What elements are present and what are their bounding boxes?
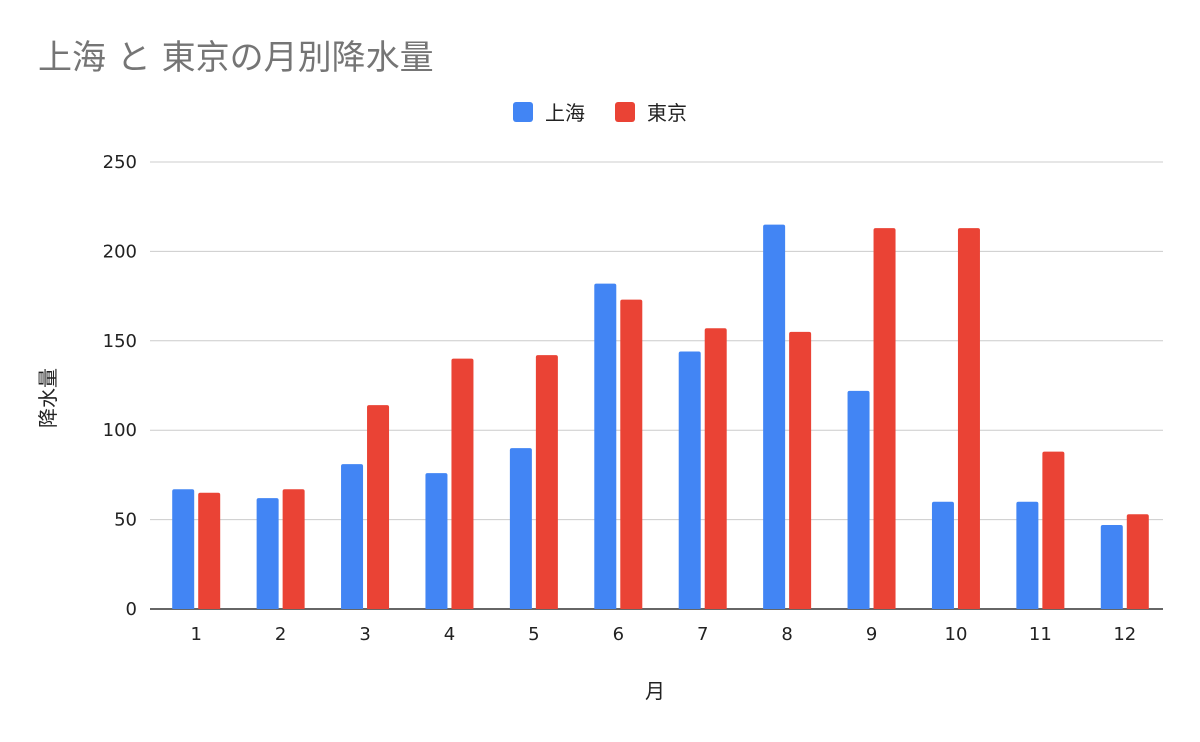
bar-tokyo-12[interactable]	[1126, 514, 1149, 609]
y-tick-label: 100	[103, 420, 137, 441]
x-tick-label: 11	[1029, 624, 1052, 645]
x-tick-label: 7	[697, 624, 708, 645]
y-tick-label: 50	[114, 510, 137, 531]
gridlines	[150, 161, 1163, 610]
bar-shanghai-12[interactable]	[1100, 524, 1123, 609]
bar-tokyo-8[interactable]	[789, 331, 812, 609]
bar-shanghai-5[interactable]	[509, 448, 532, 609]
bars	[172, 224, 1149, 609]
bar-shanghai-6[interactable]	[594, 283, 617, 609]
x-axis-title: 月	[645, 679, 665, 703]
x-tick-label: 12	[1113, 624, 1136, 645]
bar-tokyo-11[interactable]	[1042, 451, 1065, 609]
x-tick-label: 1	[190, 624, 201, 645]
legend-label-tokyo: 東京	[647, 101, 687, 125]
bar-shanghai-8[interactable]	[763, 224, 786, 609]
bar-tokyo-5[interactable]	[535, 355, 558, 609]
x-tick-label: 2	[275, 624, 286, 645]
bar-tokyo-7[interactable]	[704, 328, 727, 609]
legend-swatch-shanghai	[513, 101, 533, 122]
bar-shanghai-7[interactable]	[678, 351, 701, 609]
x-tick-label: 6	[613, 624, 624, 645]
x-tick-label: 4	[444, 624, 455, 645]
bar-shanghai-10[interactable]	[931, 501, 954, 609]
legend-label-shanghai: 上海	[545, 101, 585, 125]
bar-tokyo-1[interactable]	[198, 492, 221, 609]
x-tick-labels: 1 2 3 4 5 6 7 8 9 10 11 12	[190, 624, 1136, 645]
bar-shanghai-4[interactable]	[425, 473, 448, 609]
y-tick-labels: 0 50 100 150 200 250	[103, 152, 137, 620]
bar-tokyo-6[interactable]	[620, 299, 643, 609]
legend-item-tokyo[interactable]: 東京	[615, 97, 687, 126]
bar-shanghai-9[interactable]	[847, 390, 870, 609]
legend-swatch-tokyo	[615, 101, 635, 122]
bar-tokyo-4[interactable]	[451, 358, 474, 609]
x-tick-label: 3	[359, 624, 370, 645]
y-tick-label: 150	[103, 331, 137, 352]
x-tick-label: 10	[945, 624, 968, 645]
y-tick-label: 0	[126, 599, 137, 620]
y-tick-label: 200	[103, 241, 137, 262]
legend: 上海 東京	[0, 97, 1200, 126]
bar-shanghai-2[interactable]	[256, 498, 279, 609]
bar-shanghai-1[interactable]	[172, 489, 195, 609]
bar-shanghai-11[interactable]	[1016, 501, 1039, 609]
y-axis-title: 降水量	[36, 368, 60, 428]
x-tick-label: 5	[528, 624, 539, 645]
chart-title: 上海 と 東京の月別降水量	[38, 38, 434, 78]
bar-shanghai-3[interactable]	[341, 464, 364, 609]
bar-tokyo-2[interactable]	[282, 489, 305, 609]
y-tick-label: 250	[103, 152, 137, 173]
bar-tokyo-9[interactable]	[873, 228, 896, 609]
legend-item-shanghai[interactable]: 上海	[513, 97, 585, 126]
x-tick-label: 9	[866, 624, 877, 645]
bar-tokyo-3[interactable]	[367, 405, 390, 609]
bar-tokyo-10[interactable]	[957, 228, 980, 609]
x-tick-label: 8	[781, 624, 792, 645]
